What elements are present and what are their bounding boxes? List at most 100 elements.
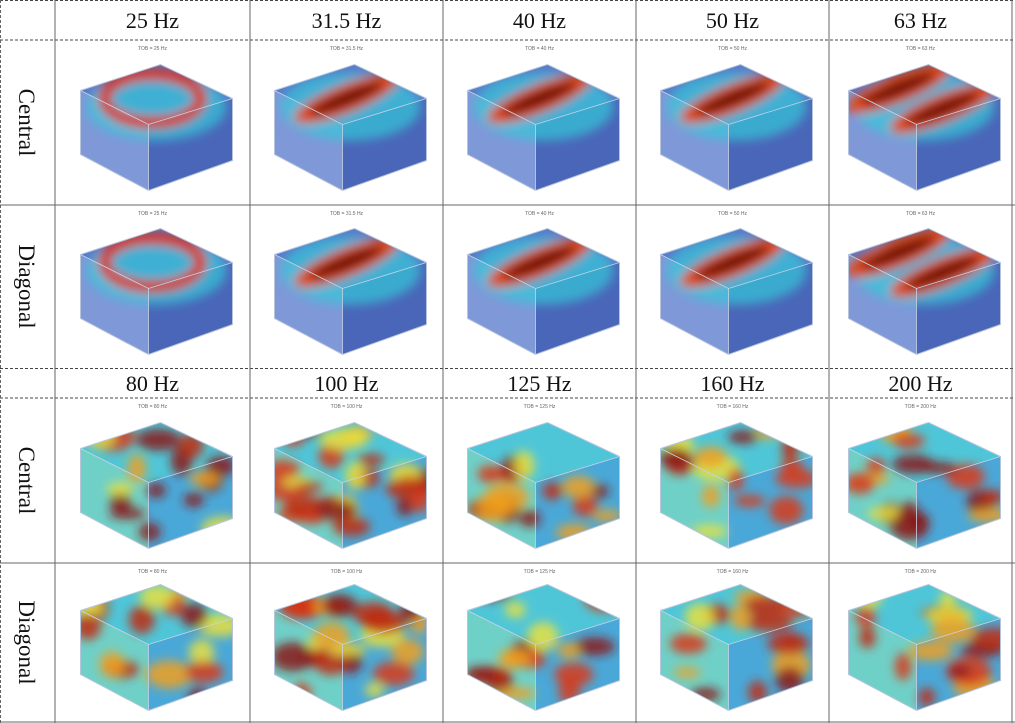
blob xyxy=(859,627,875,649)
volume-plot xyxy=(75,585,243,711)
blob xyxy=(409,583,428,606)
blob xyxy=(478,465,501,483)
blob xyxy=(465,667,497,682)
blob xyxy=(179,433,204,458)
heat-blobs xyxy=(667,229,807,305)
column-header: 63 Hz xyxy=(894,8,947,33)
plot-title: TOB = 40 Hz xyxy=(525,46,554,52)
blob xyxy=(373,662,414,686)
blob xyxy=(542,482,562,500)
blob xyxy=(592,510,621,522)
blob xyxy=(316,500,357,520)
blob xyxy=(471,590,512,600)
plot-title: TOB = 31.5 Hz xyxy=(330,46,364,52)
blob xyxy=(892,434,925,449)
blob xyxy=(755,427,779,439)
blob xyxy=(931,618,975,643)
plot-title: TOB = 40 Hz xyxy=(525,211,554,217)
blob xyxy=(313,622,350,649)
plot-title: TOB = 125 Hz xyxy=(524,569,556,575)
blob xyxy=(219,588,236,603)
blob xyxy=(129,605,155,633)
blob xyxy=(346,462,366,490)
blob xyxy=(86,425,115,449)
blob xyxy=(557,643,581,658)
blob xyxy=(734,495,766,507)
plot-title: TOB = 80 Hz xyxy=(138,404,167,410)
plot-title: TOB = 31.5 Hz xyxy=(330,211,364,217)
column-header: 200 Hz xyxy=(888,371,952,396)
column-header: 50 Hz xyxy=(706,8,759,33)
blob xyxy=(495,687,535,699)
plot-title: TOB = 25 Hz xyxy=(138,211,167,217)
blob xyxy=(180,603,207,627)
plot-title: TOB = 100 Hz xyxy=(331,569,363,575)
plot-title: TOB = 125 Hz xyxy=(524,404,556,410)
blob xyxy=(786,435,813,447)
blob xyxy=(146,483,166,498)
blob xyxy=(201,516,245,541)
plot-title: TOB = 50 Hz xyxy=(718,46,747,52)
heat-blobs xyxy=(474,65,614,141)
blob xyxy=(919,688,935,707)
volume-plot xyxy=(841,55,1000,191)
blob xyxy=(728,468,744,490)
blob xyxy=(287,426,323,438)
plot-title: TOB = 200 Hz xyxy=(905,404,937,410)
row-label: Central xyxy=(14,447,39,515)
volume-plot xyxy=(465,582,626,710)
figure-table: 25 Hz31.5 Hz40 Hz50 Hz63 HzCentralTOB = … xyxy=(0,0,1015,723)
blob xyxy=(660,448,692,469)
blob xyxy=(410,489,431,513)
volume-plot xyxy=(81,422,245,548)
blob xyxy=(573,495,598,517)
volume-plot xyxy=(271,583,428,711)
blob xyxy=(296,482,322,492)
blob xyxy=(339,428,367,442)
plot-title: TOB = 100 Hz xyxy=(331,404,363,410)
blob xyxy=(584,582,627,611)
volume-plot xyxy=(844,419,1013,548)
blob xyxy=(728,430,759,443)
blob xyxy=(895,653,912,681)
heat-blobs xyxy=(474,229,614,305)
blob xyxy=(767,633,809,654)
volume-plot xyxy=(837,582,1015,710)
blob xyxy=(948,665,971,678)
blob xyxy=(323,594,358,617)
blob xyxy=(788,584,817,605)
plot-title: TOB = 50 Hz xyxy=(718,211,747,217)
plot-title: TOB = 200 Hz xyxy=(905,569,937,575)
blob xyxy=(556,524,591,541)
blob xyxy=(690,688,720,702)
blob xyxy=(673,667,700,677)
blob xyxy=(968,508,1014,523)
column-header: 125 Hz xyxy=(507,371,571,396)
plot-title: TOB = 160 Hz xyxy=(717,569,749,575)
plot-title: TOB = 63 Hz xyxy=(906,211,935,217)
blob xyxy=(365,683,384,697)
blob xyxy=(391,639,423,664)
volume-plot xyxy=(263,423,442,549)
blob xyxy=(692,525,727,538)
blob xyxy=(75,613,101,640)
row-label: Diagonal xyxy=(14,600,39,684)
blob xyxy=(782,436,798,463)
blob xyxy=(562,476,595,498)
blob xyxy=(136,429,180,451)
blob xyxy=(527,622,558,651)
plot-title: TOB = 63 Hz xyxy=(906,46,935,52)
blob xyxy=(311,648,327,663)
blob xyxy=(769,496,803,524)
blob xyxy=(685,603,715,631)
column-header: 80 Hz xyxy=(126,371,179,396)
row-label: Central xyxy=(14,89,39,157)
blob xyxy=(500,653,521,664)
blob xyxy=(139,523,161,541)
blob xyxy=(859,582,880,607)
blob xyxy=(293,682,312,709)
blob xyxy=(855,607,876,627)
blob xyxy=(107,482,134,495)
blob xyxy=(702,485,720,508)
blob xyxy=(513,451,534,479)
